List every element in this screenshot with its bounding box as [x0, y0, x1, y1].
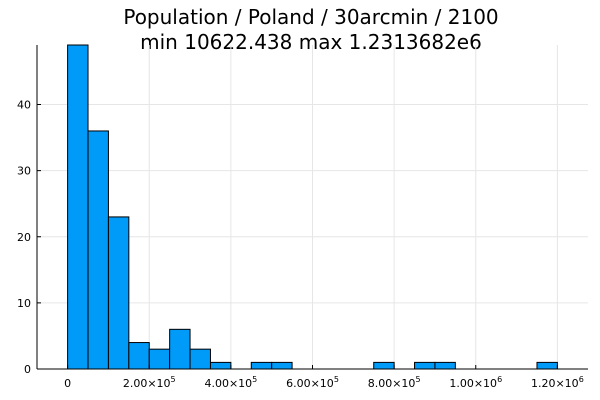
- histogram-bar: [67, 44, 89, 370]
- y-tick-label: 10: [17, 297, 31, 310]
- histogram-bar: [87, 130, 109, 370]
- x-tick-mantissa: 6.00×10: [286, 377, 334, 390]
- histogram-bar: [414, 361, 436, 370]
- x-tick-label: 4.00×105: [204, 375, 257, 390]
- x-tick-mantissa: 0: [64, 377, 71, 390]
- x-tick-mantissa: 2.00×10: [123, 377, 171, 390]
- x-tick-label: 6.00×105: [286, 375, 339, 390]
- histogram-bar: [250, 361, 273, 370]
- histogram-bar: [128, 342, 150, 370]
- x-tick-label: 8.00×105: [368, 375, 421, 390]
- histogram-bar: [107, 216, 130, 370]
- histogram-bar: [189, 348, 211, 370]
- x-tick-mantissa: 4.00×10: [204, 377, 252, 390]
- y-tick-label: 30: [17, 165, 31, 178]
- histogram-bar: [169, 328, 191, 370]
- y-tick-label: 0: [24, 363, 31, 376]
- x-tick-exponent: 5: [171, 375, 176, 384]
- histogram-bar: [148, 348, 171, 370]
- histogram-bar: [373, 361, 395, 370]
- x-tick-exponent: 6: [579, 375, 584, 384]
- histogram-bar: [271, 361, 293, 370]
- y-tick-labels: 0 10 20 30 40: [17, 99, 31, 376]
- histogram-bar: [536, 361, 558, 370]
- x-tick-label: 1.00×106: [449, 375, 502, 390]
- histogram-bar: [209, 361, 232, 370]
- x-tick-mantissa: 8.00×10: [368, 377, 416, 390]
- grid: [37, 45, 588, 370]
- histogram-bar: [434, 361, 456, 370]
- x-tick-exponent: 6: [497, 375, 502, 384]
- x-tick-labels: 0 2.00×105 4.00×105 6.00×105 8.00×105 1.00×10…: [64, 375, 584, 390]
- x-tick-label: 0: [64, 377, 71, 390]
- x-tick-mantissa: 1.00×10: [449, 377, 497, 390]
- x-tick-exponent: 5: [334, 375, 339, 384]
- bars: [67, 44, 558, 370]
- x-tick-label: 1.20×106: [531, 375, 584, 390]
- x-tick-label: 2.00×105: [123, 375, 176, 390]
- y-tick-label: 40: [17, 99, 31, 112]
- y-tick-label: 20: [17, 231, 31, 244]
- x-tick-mantissa: 1.20×10: [531, 377, 579, 390]
- chart-title-line1: Population / Poland / 30arcmin / 2100: [123, 5, 498, 29]
- x-tick-exponent: 5: [415, 375, 420, 384]
- axes: [36, 45, 588, 370]
- chart-title-line2: min 10622.438 max 1.2313682e6: [140, 30, 482, 54]
- x-tick-exponent: 5: [252, 375, 257, 384]
